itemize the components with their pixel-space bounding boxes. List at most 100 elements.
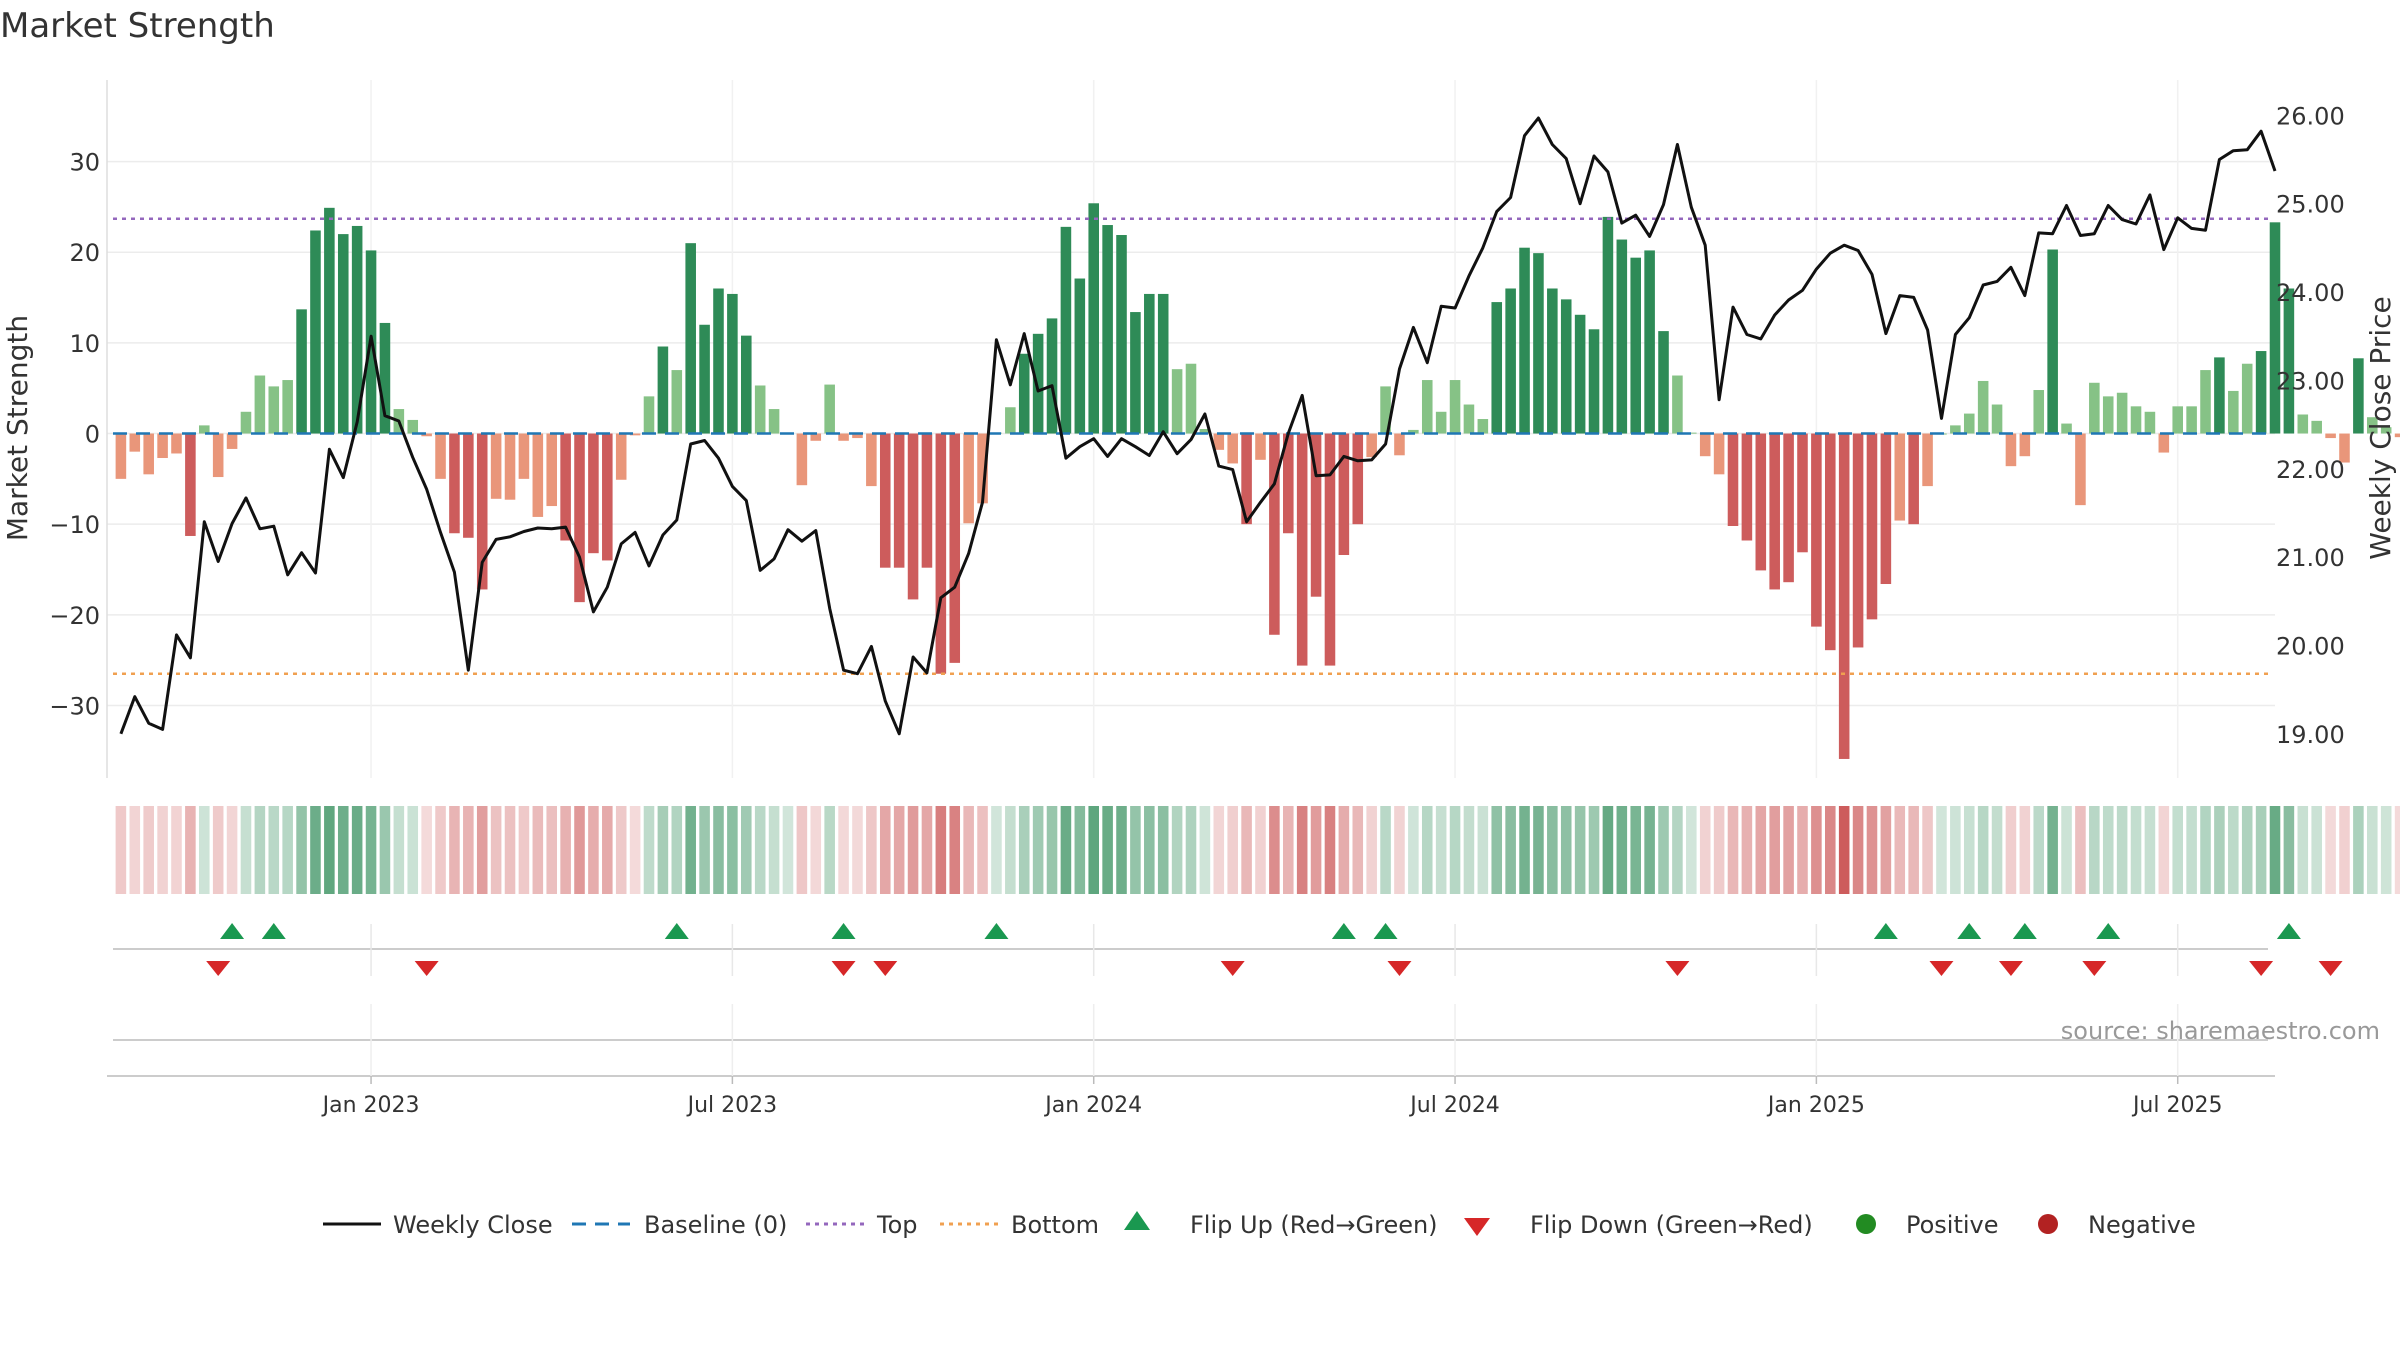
strength-bar	[2200, 370, 2211, 434]
heat-cell	[1185, 806, 1197, 894]
strength-bar	[1838, 433, 1850, 759]
flip-down-marker	[1665, 961, 1690, 976]
strength-bar	[379, 322, 391, 434]
strength-bar	[1394, 433, 1405, 456]
heat-cell	[574, 806, 585, 894]
flip-down-marker	[1387, 961, 1412, 976]
left-tick-label: 0	[85, 421, 100, 449]
heat-cell	[185, 806, 196, 894]
legend-positive-icon	[1856, 1214, 1876, 1234]
heat-cell	[2186, 806, 2197, 894]
heat-cell	[365, 806, 377, 894]
heat-cell	[268, 806, 280, 894]
heat-cell	[977, 806, 988, 894]
left-tick-label: 30	[69, 149, 100, 177]
heat-cell	[2339, 806, 2350, 894]
strength-bar	[1130, 312, 1141, 434]
heat-cell	[1880, 806, 1892, 894]
heat-cell	[2214, 806, 2225, 894]
heat-cell	[1977, 806, 1989, 894]
heat-cell	[296, 806, 307, 894]
heat-cell	[532, 806, 544, 894]
heat-cell	[1533, 806, 1544, 894]
strength-bar	[2089, 382, 2100, 434]
strength-bar	[1255, 433, 1266, 460]
right-tick-labels: 26.00 25.00 24.00 23.00 22.00 21.00 20.00 19.00	[2276, 102, 2345, 748]
strength-bar	[240, 411, 252, 434]
strength-bar	[296, 309, 307, 434]
strength-bar	[310, 230, 321, 434]
heat-cell	[407, 806, 419, 894]
strength-bar	[643, 396, 655, 434]
legend-negative-icon	[2038, 1214, 2058, 1234]
strength-bar	[741, 335, 752, 434]
heat-cell	[727, 806, 738, 894]
heat-cell	[1102, 806, 1113, 894]
heat-cell	[2283, 806, 2295, 894]
heat-cell	[1421, 806, 1433, 894]
flip-up-marker	[1331, 923, 1356, 939]
heat-cell	[1991, 806, 2003, 894]
legend-flip-up-icon	[1124, 1211, 1150, 1230]
heat-cell	[768, 806, 780, 894]
strength-bar	[1199, 429, 1211, 434]
strength-bar	[1686, 432, 1697, 434]
strength-bar	[1088, 203, 1099, 434]
heat-cell	[2200, 806, 2211, 894]
strength-bar	[1852, 433, 1864, 648]
heat-cell	[2116, 806, 2128, 894]
strength-bar	[1005, 407, 1016, 434]
heat-cell	[1783, 806, 1794, 894]
heat-cell	[1602, 806, 1614, 894]
heat-cell	[1658, 806, 1669, 894]
strength-bar	[1658, 331, 1669, 434]
heat-cell	[1894, 806, 1906, 894]
strength-bar	[1630, 257, 1641, 434]
flip-up-marker	[664, 923, 689, 939]
heat-cell	[629, 806, 641, 894]
heat-cell	[1380, 806, 1391, 894]
heat-cell	[754, 806, 766, 894]
heat-cell	[2047, 806, 2058, 894]
strength-bar	[754, 385, 766, 434]
flip-up-marker	[984, 923, 1009, 939]
heat-cell	[421, 806, 432, 894]
heat-cell	[1574, 806, 1586, 894]
flip-down-marker	[2249, 961, 2274, 976]
heat-cell	[2005, 806, 2017, 894]
strength-bar	[463, 433, 474, 538]
strength-bar	[2130, 406, 2142, 434]
strength-bar	[1755, 433, 1767, 571]
heat-cell	[1963, 806, 1975, 894]
x-tick-label: Jan 2023	[321, 1093, 420, 1118]
strength-bar	[1560, 299, 1572, 434]
heat-cell	[2228, 806, 2239, 894]
heat-cell	[254, 806, 266, 894]
flip-down-marker	[2318, 961, 2343, 976]
heat-cell	[546, 806, 557, 894]
heat-cell	[1449, 806, 1461, 894]
heat-cell	[115, 806, 127, 894]
heat-cell	[1769, 806, 1780, 894]
strength-bar	[1018, 353, 1030, 434]
strength-bar	[490, 433, 502, 499]
heat-cell	[991, 806, 1002, 894]
strength-bar	[1269, 433, 1280, 635]
strength-bar	[2186, 406, 2197, 434]
heat-cell	[1283, 806, 1294, 894]
strength-bar	[2283, 288, 2295, 434]
flip-markers	[206, 923, 2343, 976]
heat-cell	[1213, 806, 1225, 894]
heat-cell	[1255, 806, 1266, 894]
strength-bar	[1060, 226, 1072, 434]
heat-cell	[824, 806, 835, 894]
strength-bar	[1074, 278, 1086, 434]
weekly-close-line	[119, 116, 2277, 736]
strength-bar	[504, 433, 516, 500]
strength-bar	[324, 207, 335, 434]
heat-cell	[671, 806, 683, 894]
strength-bar	[1185, 363, 1197, 434]
heat-cell	[2061, 806, 2072, 894]
strength-bar	[1157, 293, 1169, 434]
strength-bar	[2339, 433, 2350, 463]
